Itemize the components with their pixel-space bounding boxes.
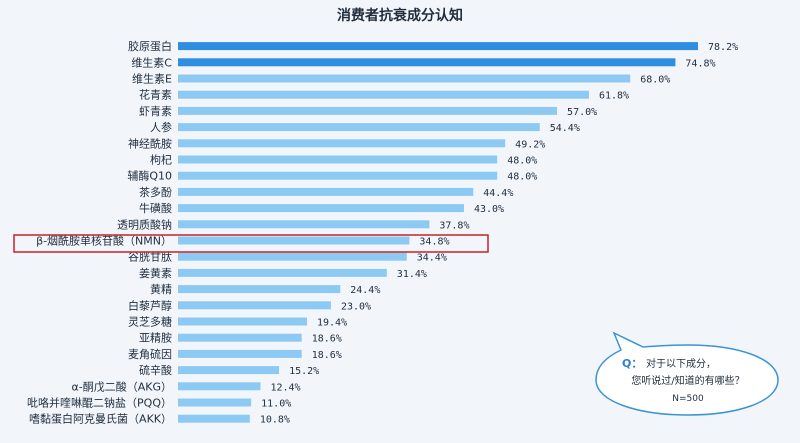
category-label: 白藜芦醇 [128,298,172,312]
bar [178,155,498,164]
category-label: 嗜黏蛋白阿克曼氏菌（AKK） [29,412,172,426]
bar [178,74,631,83]
category-label: 维生素E [132,72,172,86]
value-label: 10.8% [260,415,290,426]
category-label: 枸杞 [150,153,172,167]
bar [178,333,302,342]
value-label: 11.0% [261,399,291,410]
value-label: 74.8% [685,58,715,69]
value-label: 44.4% [483,188,513,199]
value-label: 68.0% [640,75,670,86]
category-label: 透明质酸钠 [117,217,172,231]
bar [178,204,464,213]
value-label: 18.6% [312,350,342,361]
bars-group: 胶原蛋白 78.2% 维生素C 74.8% 维生素E 68.0% 花青素 61.8% 虾青素 57… [27,39,738,426]
value-label: 34.8% [419,237,449,248]
value-label: 49.2% [515,139,545,150]
category-label: 牛磺酸 [139,201,172,215]
bar [178,366,280,375]
category-label: 胶原蛋白 [128,39,172,53]
value-label: 61.8% [599,91,629,102]
bar [178,382,261,391]
value-label: 57.0% [567,107,597,118]
question-line-2: 您听说过/知道的有哪些？ [631,374,744,387]
category-label: 维生素C [131,55,172,69]
q-label: Q： [622,357,642,370]
value-label: 48.0% [507,156,537,167]
bar [178,414,250,423]
category-label: α-酮戊二酸（AKG） [72,379,172,393]
bar [178,398,252,407]
bar [178,252,407,261]
bar [178,236,410,245]
category-label: 亚精胺 [139,331,172,345]
category-label: 吡咯并喹啉醌二钠盐（PQQ） [27,396,172,410]
bar [178,58,676,67]
category-label: β-烟酰胺单核苷酸（NMN） [36,234,172,248]
value-label: 23.0% [341,301,371,312]
category-label: 硫辛酸 [139,363,172,377]
category-label: 姜黄素 [139,266,172,280]
bar [178,317,308,326]
bar [178,220,430,229]
value-label: 12.4% [270,382,300,393]
value-label: 54.4% [550,123,580,134]
speech-bubble [595,331,779,416]
chart-title: 消费者抗衰成分认知 [337,7,463,24]
bar [178,301,331,310]
bar [178,123,540,132]
bar [178,268,387,277]
value-label: 34.4% [417,253,447,264]
value-label: 31.4% [397,269,427,280]
category-label: 花青素 [139,89,172,102]
category-label: 茶多酚 [139,185,172,199]
value-label: 37.8% [439,220,469,231]
value-label: 48.0% [507,172,537,183]
value-label: 19.4% [317,318,347,329]
question-callout: Q： 对于以下成分， 您听说过/知道的有哪些？ N=500 [595,331,779,416]
bar [178,139,506,148]
category-label: 辅酶Q10 [127,169,172,183]
value-label: 24.4% [350,285,380,296]
category-label: 人参 [150,120,172,134]
category-label: 神经酰胺 [128,136,172,150]
bar [178,187,474,196]
category-label: 灵芝多糖 [128,315,172,329]
highlight-box [13,234,489,253]
bar [178,42,699,51]
sample-size: N=500 [672,394,704,404]
category-label: 黄精 [150,282,172,296]
bar [178,349,302,358]
value-label: 43.0% [474,204,504,215]
bar [178,171,498,180]
category-label: 麦角硫因 [128,347,172,361]
bar [178,90,589,99]
category-label: 谷胱甘肽 [128,250,172,264]
value-label: 18.6% [312,334,342,345]
bar [178,106,558,115]
question-line-1: 对于以下成分， [646,357,716,370]
value-label: 78.2% [708,42,738,53]
value-label: 15.2% [289,366,319,377]
bar [178,285,341,294]
category-label: 虾青素 [139,105,172,118]
